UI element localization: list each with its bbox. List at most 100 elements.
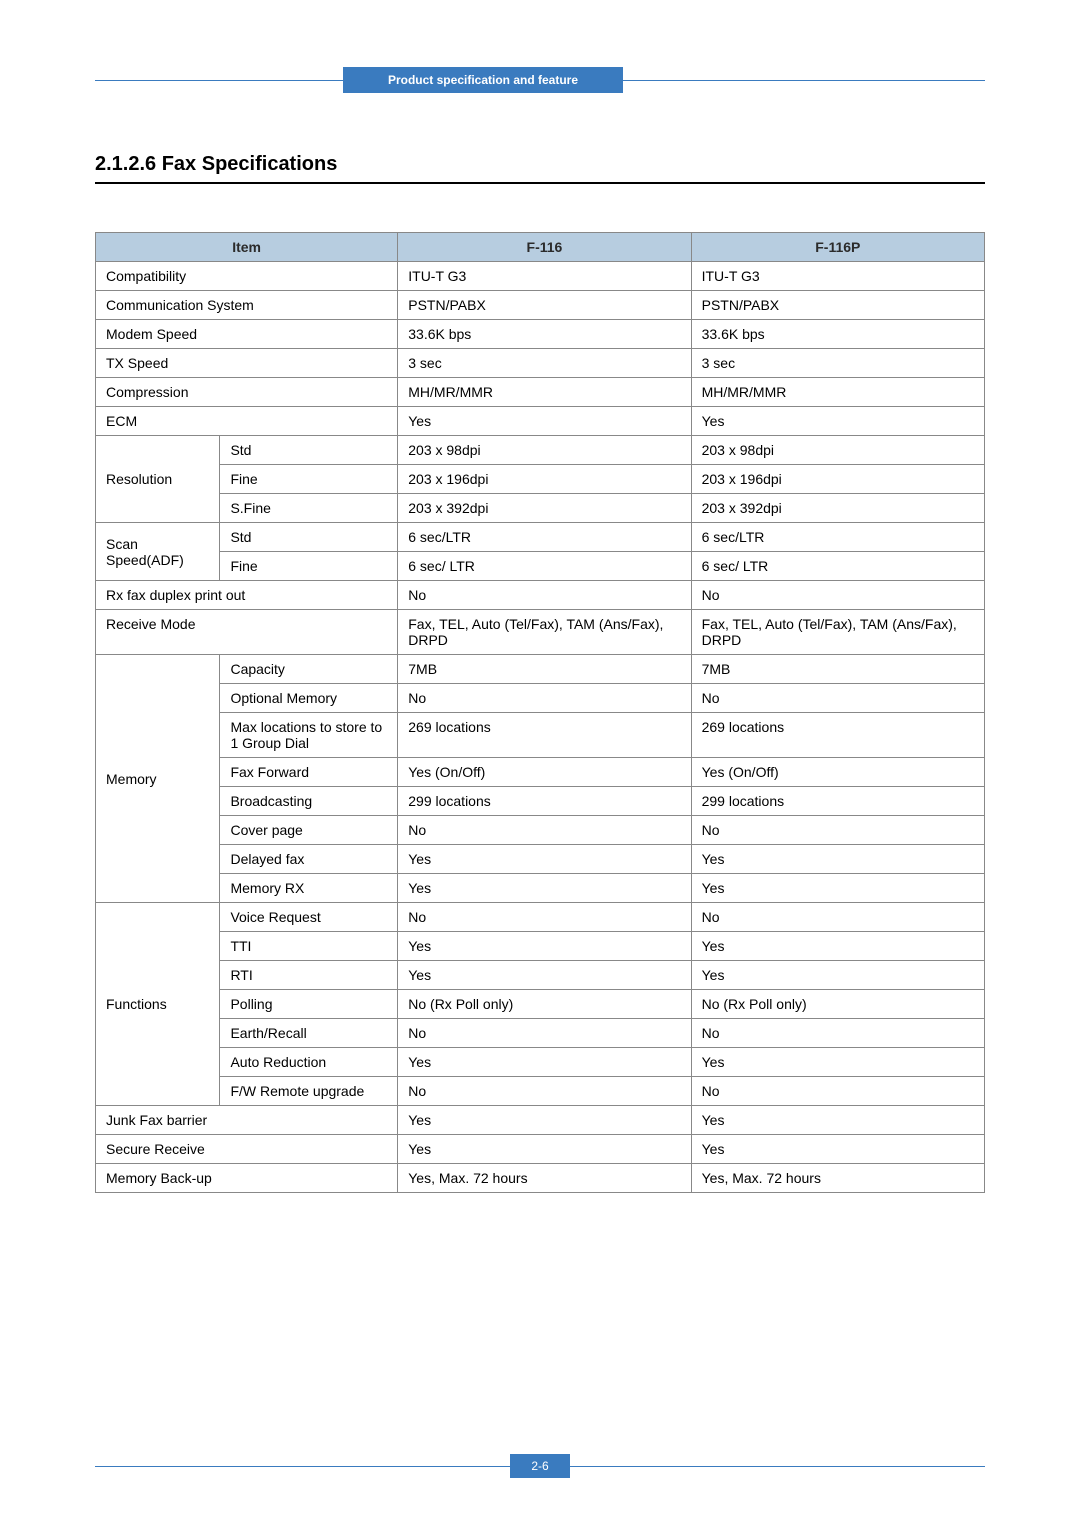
cell: Yes [398, 874, 691, 903]
cell: Yes [398, 845, 691, 874]
cell: ITU-T G3 [398, 262, 691, 291]
cell: Yes, Max. 72 hours [691, 1164, 984, 1193]
cell: 33.6K bps [398, 320, 691, 349]
table-row: Rx fax duplex print out No No [96, 581, 985, 610]
table-row: Auto Reduction Yes Yes [96, 1048, 985, 1077]
table-row: ECM Yes Yes [96, 407, 985, 436]
cell: Yes (On/Off) [691, 758, 984, 787]
row-sublabel: RTI [220, 961, 398, 990]
cell: Yes [691, 932, 984, 961]
spec-table: Item F-116 F-116P Compatibility ITU-T G3… [95, 232, 985, 1193]
cell: 6 sec/LTR [691, 523, 984, 552]
cell: No [691, 1019, 984, 1048]
cell: Fax, TEL, Auto (Tel/Fax), TAM (Ans/Fax),… [398, 610, 691, 655]
cell: MH/MR/MMR [691, 378, 984, 407]
table-row: Broadcasting 299 locations 299 locations [96, 787, 985, 816]
table-row: Junk Fax barrier Yes Yes [96, 1106, 985, 1135]
cell: No [691, 903, 984, 932]
cell: Yes [398, 1135, 691, 1164]
cell: PSTN/PABX [398, 291, 691, 320]
cell: No [398, 581, 691, 610]
cell: MH/MR/MMR [398, 378, 691, 407]
table-row: Optional Memory No No [96, 684, 985, 713]
table-row: Functions Voice Request No No [96, 903, 985, 932]
cell: 203 x 98dpi [398, 436, 691, 465]
cell: 6 sec/ LTR [398, 552, 691, 581]
cell: Yes [398, 961, 691, 990]
cell: No [398, 684, 691, 713]
section-title: 2.1.2.6 Fax Specifications [95, 153, 985, 176]
cell: Yes [398, 932, 691, 961]
th-f116p: F-116P [691, 233, 984, 262]
row-sublabel: Cover page [220, 816, 398, 845]
row-sublabel: Memory RX [220, 874, 398, 903]
cell: ITU-T G3 [691, 262, 984, 291]
header-rule: Product specification and feature [95, 80, 985, 81]
table-row: Communication System PSTN/PABX PSTN/PABX [96, 291, 985, 320]
row-sublabel: Voice Request [220, 903, 398, 932]
row-sublabel: TTI [220, 932, 398, 961]
table-row: TX Speed 3 sec 3 sec [96, 349, 985, 378]
row-label: ECM [96, 407, 398, 436]
cell: No [691, 816, 984, 845]
table-row: Compression MH/MR/MMR MH/MR/MMR [96, 378, 985, 407]
row-label: Receive Mode [96, 610, 398, 655]
table-row: Compatibility ITU-T G3 ITU-T G3 [96, 262, 985, 291]
row-label: Compatibility [96, 262, 398, 291]
table-row: Fine 203 x 196dpi 203 x 196dpi [96, 465, 985, 494]
cell: 3 sec [691, 349, 984, 378]
row-label: Communication System [96, 291, 398, 320]
row-sublabel: Broadcasting [220, 787, 398, 816]
table-row: Memory RX Yes Yes [96, 874, 985, 903]
section-underline [95, 182, 985, 184]
cell: No [398, 816, 691, 845]
table-row: TTI Yes Yes [96, 932, 985, 961]
cell: No [691, 581, 984, 610]
row-sublabel: Optional Memory [220, 684, 398, 713]
table-row: Modem Speed 33.6K bps 33.6K bps [96, 320, 985, 349]
cell: 203 x 392dpi [398, 494, 691, 523]
cell: Yes [691, 961, 984, 990]
row-sublabel: Polling [220, 990, 398, 1019]
table-row: Fax Forward Yes (On/Off) Yes (On/Off) [96, 758, 985, 787]
cell: No (Rx Poll only) [691, 990, 984, 1019]
table-row: Scan Speed(ADF) Std 6 sec/LTR 6 sec/LTR [96, 523, 985, 552]
cell: 6 sec/ LTR [691, 552, 984, 581]
cell: 7MB [398, 655, 691, 684]
cell: No [398, 903, 691, 932]
row-label: Modem Speed [96, 320, 398, 349]
row-sublabel: Auto Reduction [220, 1048, 398, 1077]
table-row: Secure Receive Yes Yes [96, 1135, 985, 1164]
cell: PSTN/PABX [691, 291, 984, 320]
row-sublabel: Std [220, 436, 398, 465]
cell: 203 x 196dpi [691, 465, 984, 494]
row-label: Rx fax duplex print out [96, 581, 398, 610]
table-head-row: Item F-116 F-116P [96, 233, 985, 262]
header-ribbon: Product specification and feature [343, 67, 623, 93]
row-group-label: Memory [96, 655, 220, 903]
cell: Fax, TEL, Auto (Tel/Fax), TAM (Ans/Fax),… [691, 610, 984, 655]
cell: 6 sec/LTR [398, 523, 691, 552]
cell: 269 locations [398, 713, 691, 758]
row-sublabel: Max locations to store to 1 Group Dial [220, 713, 398, 758]
row-sublabel: Fine [220, 465, 398, 494]
table-row: Polling No (Rx Poll only) No (Rx Poll on… [96, 990, 985, 1019]
cell: Yes [398, 1106, 691, 1135]
cell: No [691, 1077, 984, 1106]
cell: 269 locations [691, 713, 984, 758]
row-group-label: Scan Speed(ADF) [96, 523, 220, 581]
cell: 299 locations [691, 787, 984, 816]
table-row: Max locations to store to 1 Group Dial 2… [96, 713, 985, 758]
table-row: Resolution Std 203 x 98dpi 203 x 98dpi [96, 436, 985, 465]
table-row: F/W Remote upgrade No No [96, 1077, 985, 1106]
page-number: 2-6 [510, 1454, 570, 1478]
cell: Yes [398, 1048, 691, 1077]
row-group-label: Functions [96, 903, 220, 1106]
table-row: S.Fine 203 x 392dpi 203 x 392dpi [96, 494, 985, 523]
cell: Yes [691, 874, 984, 903]
cell: No (Rx Poll only) [398, 990, 691, 1019]
cell: 3 sec [398, 349, 691, 378]
row-label: Junk Fax barrier [96, 1106, 398, 1135]
table-row: Earth/Recall No No [96, 1019, 985, 1048]
row-sublabel: F/W Remote upgrade [220, 1077, 398, 1106]
